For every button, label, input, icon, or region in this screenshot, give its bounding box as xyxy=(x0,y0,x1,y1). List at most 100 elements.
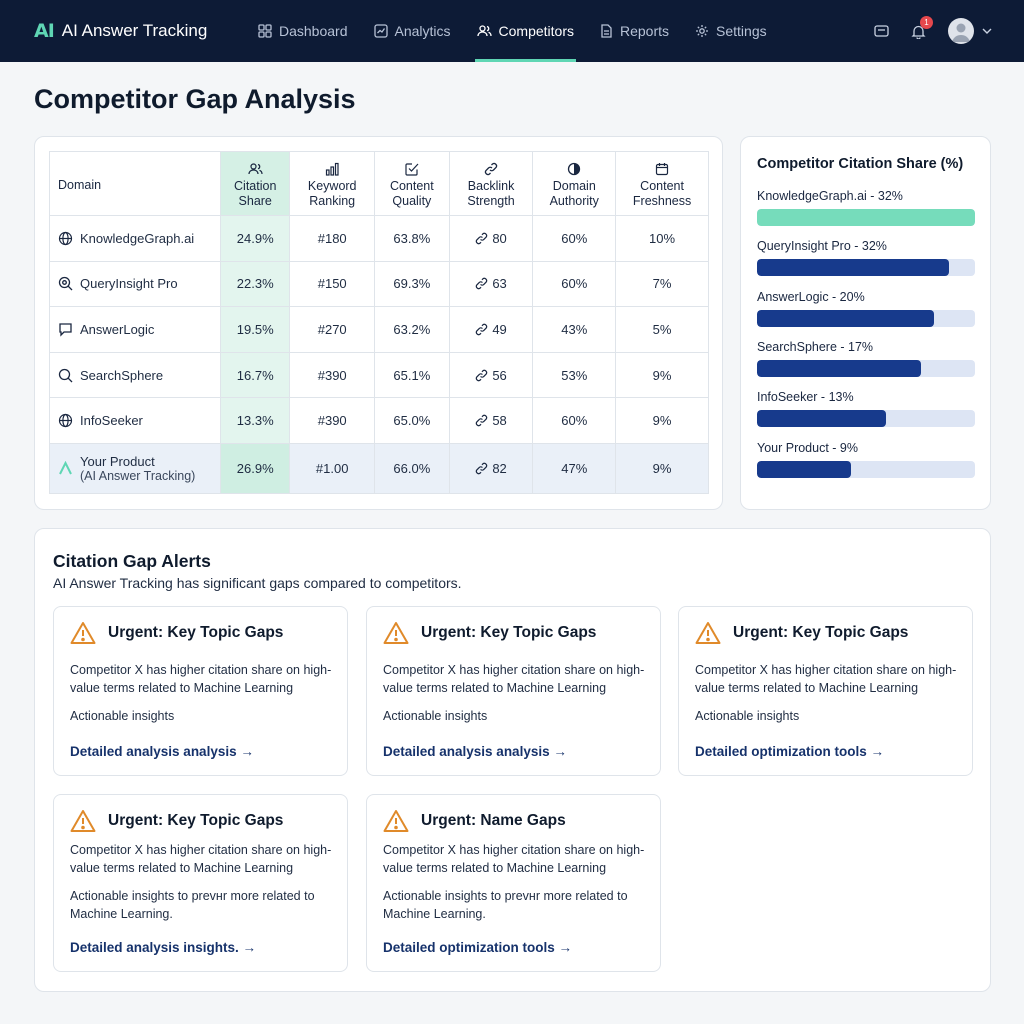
backlink-value: 58 xyxy=(492,413,507,429)
dashboard-icon xyxy=(258,24,272,38)
nav-dashboard[interactable]: Dashboard xyxy=(258,0,348,62)
globe-icon xyxy=(58,414,73,428)
alert-header: Urgent: Key Topic Gaps xyxy=(695,621,908,645)
notifications-button[interactable]: 1 xyxy=(911,15,933,39)
globe-icon xyxy=(58,231,73,245)
backlink-strength-cell: 58 xyxy=(448,397,534,444)
link-icon xyxy=(476,462,488,475)
content-quality-cell: 63.8% xyxy=(373,215,450,262)
domain-authority-cell: 47% xyxy=(532,442,617,494)
page-title: Competitor Gap Analysis xyxy=(34,84,356,114)
alert-detail-link[interactable]: Detailed optimization tools → xyxy=(695,744,885,759)
table-row[interactable]: QueryInsight Pro 22.3% #150 69.3% 63 60%… xyxy=(49,260,709,308)
table-header-row: Domain Citation Share Keyword Ranking Co… xyxy=(49,151,709,216)
share-bar-label: InfoSeeker - 13% xyxy=(757,390,854,404)
alert-card[interactable]: Urgent: Name Gaps Competitor X has highe… xyxy=(366,794,661,972)
domain-cell: KnowledgeGraph.ai xyxy=(49,215,221,262)
user-menu[interactable] xyxy=(948,18,992,44)
keyword-ranking-cell: #390 xyxy=(289,397,375,444)
alert-body: Competitor X has higher citation share o… xyxy=(383,663,645,695)
calendar-icon xyxy=(655,163,669,176)
gear-icon xyxy=(696,25,709,37)
content-quality-cell: 66.0% xyxy=(373,442,450,494)
nav-settings[interactable]: Settings xyxy=(695,0,767,62)
alert-insight: Actionable insights to prevнr more relat… xyxy=(383,889,628,921)
alert-insight: Actionable insights xyxy=(383,709,488,723)
alert-detail-link[interactable]: Detailed analysis analysis → xyxy=(383,744,567,759)
alert-insight: Actionable insights xyxy=(695,709,800,723)
domain-cell: InfoSeeker xyxy=(49,397,221,444)
table-row[interactable]: KnowledgeGraph.ai 24.9% #180 63.8% 80 60… xyxy=(49,215,709,262)
column-header-domain[interactable]: Domain xyxy=(49,151,221,216)
avatar xyxy=(948,18,974,44)
contrast-icon xyxy=(568,162,581,176)
alert-card[interactable]: Urgent: Key Topic Gaps Competitor X has … xyxy=(53,606,348,776)
keyword-ranking-cell: #1.00 xyxy=(289,442,375,494)
alert-card[interactable]: Urgent: Key Topic Gaps Competitor X has … xyxy=(366,606,661,776)
column-header-content-quality[interactable]: Content Quality xyxy=(373,151,450,216)
competitor-table-card: Domain Citation Share Keyword Ranking Co… xyxy=(34,136,723,510)
notification-badge: 1 xyxy=(920,15,933,29)
table-row[interactable]: SearchSphere 16.7% #390 65.1% 56 53% 9% xyxy=(49,351,709,399)
nav-reports[interactable]: Reports xyxy=(600,0,669,62)
content-freshness-cell: 5% xyxy=(615,306,709,353)
alert-insight: Actionable insights xyxy=(70,709,175,723)
column-header-keyword-ranking[interactable]: Keyword Ranking xyxy=(289,151,375,216)
alert-header: Urgent: Name Gaps xyxy=(383,809,566,833)
alert-detail-link[interactable]: Detailed analysis analysis → xyxy=(70,744,254,759)
table-row-own-product[interactable]: Your Product (AI Answer Tracking) 26.9% #… xyxy=(49,442,709,494)
users-icon xyxy=(476,25,492,37)
alerts-title: Citation Gap Alerts xyxy=(53,551,211,571)
share-bar-row: AnswerLogic - 20% xyxy=(757,290,975,327)
content-freshness-cell: 9% xyxy=(615,442,709,494)
share-bar-label: SearchSphere - 17% xyxy=(757,340,874,354)
table-row[interactable]: AnswerLogic 19.5% #270 63.2% 49 43% 5% xyxy=(49,306,709,353)
citation-share-cell: 22.3% xyxy=(219,260,291,308)
warning-icon xyxy=(383,622,409,644)
link-icon xyxy=(476,369,488,381)
alert-detail-link[interactable]: Detailed optimization tools → xyxy=(383,940,573,955)
share-bar-fill xyxy=(757,209,975,226)
user-avatar-icon xyxy=(952,23,970,42)
table-row[interactable]: InfoSeeker 13.3% #390 65.0% 58 60% 9% xyxy=(49,397,709,444)
keyword-ranking-cell: #270 xyxy=(289,306,375,353)
content-freshness-cell: 9% xyxy=(615,397,709,444)
column-header-backlink-strength[interactable]: Backlink Strength xyxy=(448,151,534,216)
alert-insight: Actionable insights to prevнr more relat… xyxy=(70,889,315,921)
nav-label: Reports xyxy=(620,23,670,39)
inbox-button[interactable] xyxy=(874,24,889,38)
content-freshness-cell: 10% xyxy=(615,215,709,262)
alert-card[interactable]: Urgent: Key Topic Gaps Competitor X has … xyxy=(678,606,973,776)
alert-body: Competitor X has higher citation share o… xyxy=(70,843,332,875)
content-freshness-cell: 7% xyxy=(615,260,709,308)
analytics-icon xyxy=(373,24,388,38)
link-icon xyxy=(476,278,488,290)
share-bar-label: KnowledgeGraph.ai - 32% xyxy=(757,189,903,203)
share-bar-fill xyxy=(757,410,886,427)
document-icon xyxy=(601,24,612,38)
column-header-domain-authority[interactable]: Domain Authority xyxy=(532,151,617,216)
alert-title: Urgent: Key Topic Gaps xyxy=(108,812,284,829)
chevron-down-icon xyxy=(982,28,992,34)
warning-icon xyxy=(695,622,721,644)
share-bar-row: InfoSeeker - 13% xyxy=(757,390,975,427)
share-bar-track xyxy=(757,259,975,276)
nav-analytics[interactable]: Analytics xyxy=(373,0,451,62)
content-quality-cell: 63.2% xyxy=(373,306,450,353)
citation-gap-alerts-card: Citation Gap Alerts AI Answer Tracking h… xyxy=(34,528,991,992)
domain-authority-cell: 60% xyxy=(532,260,617,308)
alert-title: Urgent: Key Topic Gaps xyxy=(733,624,909,641)
share-bar-track xyxy=(757,410,975,427)
alert-detail-link[interactable]: Detailed analysis insights. → xyxy=(70,940,257,955)
nav-competitors[interactable]: Competitors xyxy=(474,0,577,62)
alert-card[interactable]: Urgent: Key Topic Gaps Competitor X has … xyxy=(53,794,348,972)
backlink-value: 56 xyxy=(492,367,507,383)
column-header-label: Content Freshness xyxy=(632,179,692,208)
backlink-strength-cell: 56 xyxy=(448,351,534,399)
warning-icon xyxy=(383,810,409,832)
column-header-content-freshness[interactable]: Content Freshness xyxy=(615,151,709,216)
alert-title: Urgent: Name Gaps xyxy=(421,812,566,829)
column-header-label: Content Quality xyxy=(389,179,434,208)
brand[interactable]: AI AI Answer Tracking xyxy=(34,20,244,42)
column-header-citation-share[interactable]: Citation Share xyxy=(219,151,291,216)
